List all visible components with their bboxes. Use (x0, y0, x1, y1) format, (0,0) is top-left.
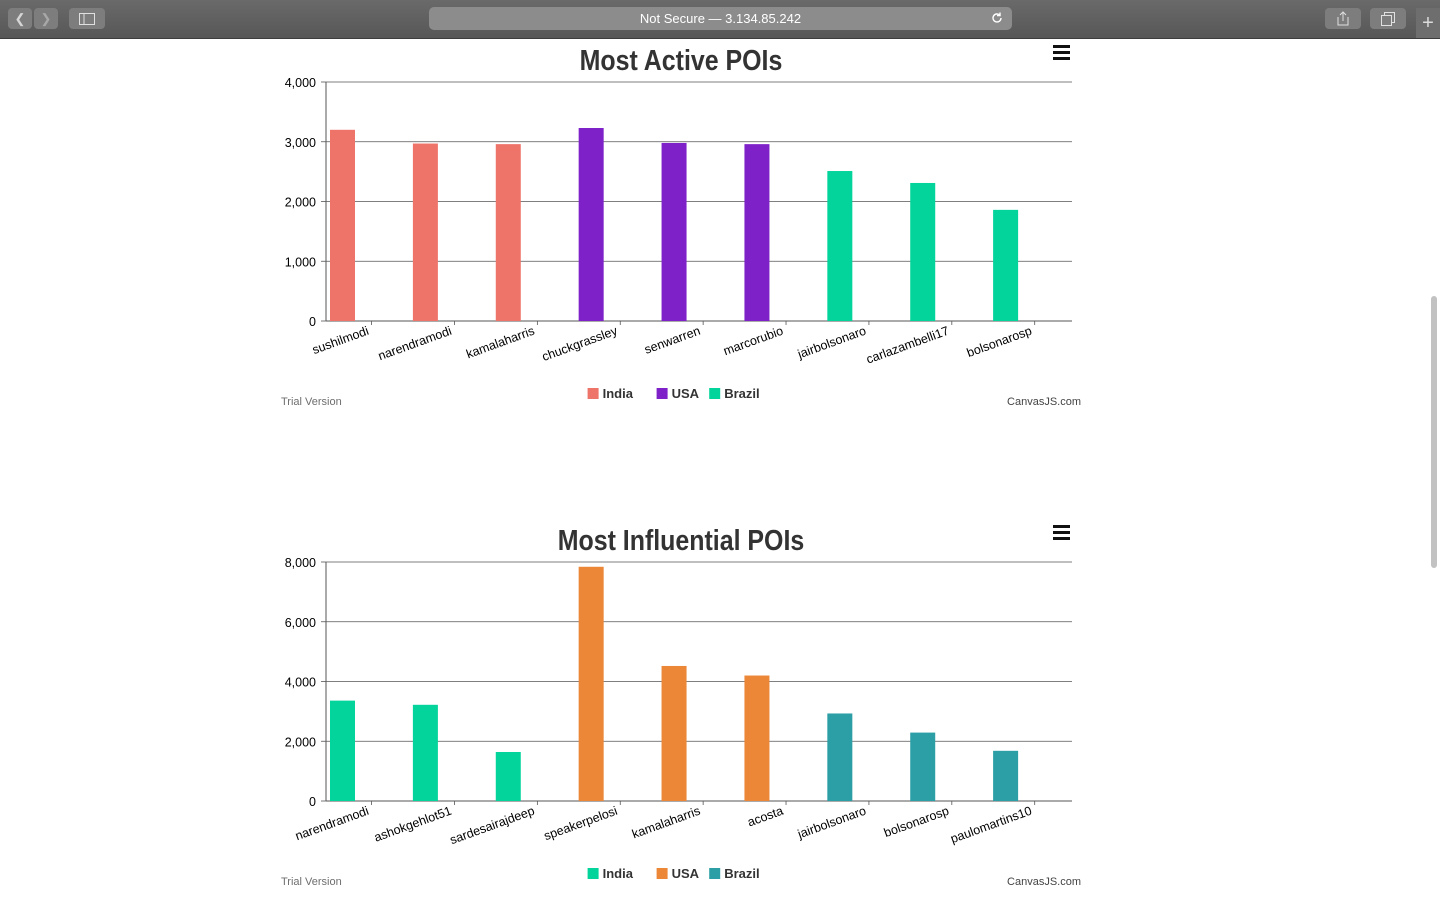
new-tab-button[interactable]: + (1416, 8, 1440, 38)
legend-swatch (709, 868, 721, 879)
footer-credit-link[interactable]: CanvasJS.com (1007, 876, 1081, 888)
y-tick-label: 4,000 (285, 76, 316, 90)
bar-usa-senwarren[interactable] (661, 142, 687, 321)
browser-toolbar: ❮ ❯ Not Secure — 3.134.85.242 + (0, 0, 1440, 39)
legend-swatch (709, 388, 721, 399)
forward-button[interactable]: ❯ (34, 8, 58, 29)
plus-icon: + (1422, 11, 1434, 34)
y-tick-label: 2,000 (285, 196, 316, 210)
legend-swatch (656, 868, 668, 879)
sidebar-icon (79, 12, 95, 25)
y-tick-label: 6,000 (285, 616, 316, 630)
bar-usa-kamalaharris[interactable] (661, 665, 687, 801)
tabs-icon (1381, 11, 1395, 26)
bar-india-narendramodi[interactable] (330, 700, 355, 801)
chart-most-active: Most Active POIs 0 1,000 2,000 3,000 4,000 sus… (281, 44, 1081, 408)
legend-item-usa[interactable]: USA (656, 386, 700, 401)
legend-swatch (587, 388, 599, 399)
footer-trial-version: Trial Version (281, 396, 342, 408)
y-tick-label: 0 (309, 315, 316, 329)
reload-icon[interactable] (990, 11, 1004, 25)
address-text: Not Secure — 3.134.85.242 (639, 11, 802, 26)
legend-item-india[interactable]: India (587, 386, 634, 401)
footer-credit-link[interactable]: CanvasJS.com (1007, 396, 1081, 408)
y-tick-label: 3,000 (285, 136, 316, 150)
x-tick-label: chuckgrassley (540, 323, 620, 363)
chevron-left-icon: ❮ (14, 10, 26, 26)
x-tick-label: marcorubio (722, 324, 786, 359)
legend-item-brazil[interactable]: Brazil (709, 386, 760, 401)
x-tick-label: narendramodi (376, 324, 453, 364)
bar-india-ashokgehlot51[interactable] (412, 704, 438, 801)
x-tick-label: kamalaharris (464, 324, 536, 362)
x-tick-label: sardesairajdeep (448, 804, 536, 848)
bar-brazil-bolsonarosp[interactable] (910, 732, 936, 801)
x-tick-label: speakerpelosi (542, 804, 619, 844)
legend-label: USA (672, 386, 700, 401)
x-tick-label: ashokgehlot51 (372, 804, 453, 845)
legend-label: Brazil (724, 866, 759, 881)
x-tick-label: paulomartins10 (949, 804, 1034, 846)
y-tick-label: 0 (309, 795, 316, 809)
page-scrollbar[interactable] (1431, 296, 1437, 568)
bar-india-kamalaharris[interactable] (495, 144, 521, 321)
share-icon (1337, 11, 1349, 26)
legend-item-india[interactable]: India (587, 866, 634, 881)
x-tick-label: jairbolsonaro (795, 804, 868, 842)
bar-brazil-paulomartins10[interactable] (993, 750, 1019, 801)
legend-label: India (603, 386, 634, 401)
x-tick-label: senwarren (643, 324, 703, 357)
x-tick-label: bolsonarosp (965, 324, 1034, 360)
back-button[interactable]: ❮ (8, 8, 32, 29)
y-tick-label: 4,000 (285, 676, 316, 690)
bar-india-sardesairajdeep[interactable] (495, 752, 521, 801)
legend-item-usa[interactable]: USA (656, 866, 700, 881)
y-tick-label: 2,000 (285, 735, 316, 749)
legend-swatch (587, 868, 599, 879)
x-tick-label: bolsonarosp (882, 804, 951, 840)
bar-brazil-bolsonarosp[interactable] (993, 209, 1019, 321)
bar-usa-chuckgrassley[interactable] (578, 128, 604, 321)
bar-usa-marcorubio[interactable] (744, 144, 770, 321)
x-tick-label: kamalaharris (630, 804, 702, 842)
address-bar[interactable]: Not Secure — 3.134.85.242 (429, 7, 1012, 30)
chart-title: Most Active POIs (580, 44, 783, 76)
chevron-right-icon: ❯ (40, 10, 52, 26)
y-tick-label: 1,000 (285, 255, 316, 269)
x-tick-label: acosta (746, 804, 785, 830)
footer-trial-version: Trial Version (281, 876, 342, 888)
tabs-button[interactable] (1370, 8, 1406, 29)
x-tick-label: jairbolsonaro (795, 324, 868, 362)
bar-brazil-carlazambelli17[interactable] (910, 182, 936, 321)
legend-item-brazil[interactable]: Brazil (709, 866, 760, 881)
chart-most-influential: Most Influential POIs 0 2,000 4,000 6,000 8,0… (281, 524, 1081, 888)
legend-label: Brazil (724, 386, 759, 401)
chart-title: Most Influential POIs (558, 524, 805, 556)
x-tick-label: carlazambelli17 (864, 324, 950, 367)
bar-india-narendramodi[interactable] (412, 143, 438, 321)
menu-icon[interactable] (1053, 45, 1070, 60)
legend-label: India (603, 866, 634, 881)
menu-icon[interactable] (1053, 525, 1070, 540)
sidebar-button[interactable] (69, 8, 105, 29)
bar-brazil-jairbolsonaro[interactable] (827, 171, 853, 321)
y-tick-label: 8,000 (285, 556, 316, 570)
share-button[interactable] (1325, 8, 1361, 29)
x-tick-label: narendramodi (293, 804, 370, 844)
bar-india-sushilmodi[interactable] (330, 129, 355, 321)
legend-swatch (656, 388, 668, 399)
x-tick-label: sushilmodi (310, 324, 370, 357)
bar-brazil-jairbolsonaro[interactable] (827, 713, 853, 801)
bar-usa-speakerpelosi[interactable] (578, 566, 604, 801)
legend-label: USA (672, 866, 700, 881)
bar-usa-acosta[interactable] (744, 675, 770, 801)
